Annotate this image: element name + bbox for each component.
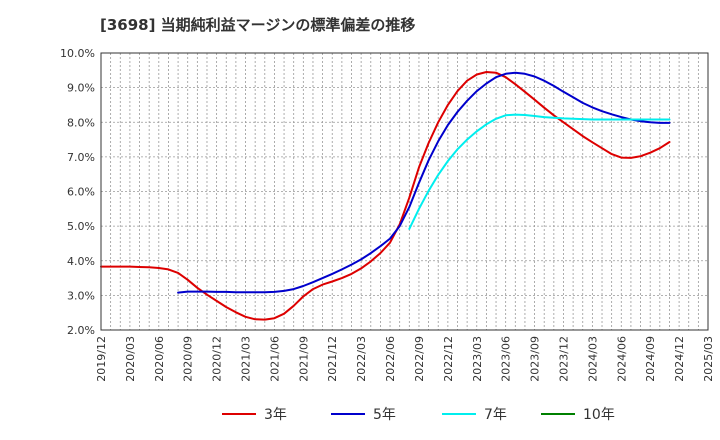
- legend-label-0: 3年: [264, 407, 287, 423]
- legend-label-2: 7年: [484, 407, 507, 423]
- x-tick-label: 2024/06: [615, 336, 628, 382]
- y-tick-label: 2.0%: [67, 324, 95, 337]
- legend: 3年 5年 7年 10年: [222, 407, 615, 423]
- y-tick-label: 6.0%: [67, 186, 95, 199]
- x-tick-label: 2025/03: [702, 336, 715, 382]
- y-tick-label: 8.0%: [67, 116, 95, 129]
- x-tick-label: 2020/12: [211, 336, 224, 382]
- y-tick-label: 9.0%: [67, 82, 95, 95]
- y-tick-label: 10.0%: [60, 47, 95, 60]
- plot-background: [101, 53, 708, 330]
- x-tick-label: 2022/03: [355, 336, 368, 382]
- x-tick-label: 2023/03: [471, 336, 484, 382]
- x-tick-label: 2022/12: [442, 336, 455, 382]
- y-tick-label: 4.0%: [67, 255, 95, 268]
- x-tick-label: 2024/03: [586, 336, 599, 382]
- x-tick-label: 2021/12: [326, 336, 339, 382]
- x-tick-label: 2023/12: [557, 336, 570, 382]
- x-tick-label: 2021/06: [268, 336, 281, 382]
- y-tick-label: 5.0%: [67, 220, 95, 233]
- series-line-2: [408, 113, 671, 230]
- series-line-1: [177, 71, 671, 294]
- legend-label-3: 10年: [583, 407, 615, 423]
- x-tick-label: 2024/12: [673, 336, 686, 382]
- x-tick-label: 2023/06: [500, 336, 513, 382]
- x-tick-label: 2021/09: [297, 336, 310, 382]
- x-tick-label: 2019/12: [95, 336, 108, 382]
- x-tick-label: 2023/09: [529, 336, 542, 382]
- x-tick-label: 2020/09: [182, 336, 195, 382]
- legend-label-1: 5年: [373, 407, 396, 423]
- x-tick-label: 2021/03: [240, 336, 253, 382]
- chart-title: [3698] 当期純利益マージンの標準偏差の推移: [100, 16, 416, 34]
- y-tick-label: 3.0%: [67, 289, 95, 302]
- x-axis: 2019/12 2020/03 2020/06 2020/09 2020/12 2021/…: [95, 336, 715, 382]
- y-axis: 2.0% 3.0% 4.0% 5.0% 6.0% 7.0% 8.0% 9.0% 10.0%: [60, 47, 95, 337]
- plot-frame: [100, 52, 709, 331]
- x-tick-label: 2020/03: [124, 336, 137, 382]
- x-tick-label: 2020/06: [153, 336, 166, 382]
- x-tick-label: 2022/06: [384, 336, 397, 382]
- x-tick-label: 2022/09: [413, 336, 426, 382]
- series-line-0: [100, 71, 671, 321]
- y-tick-label: 7.0%: [67, 151, 95, 164]
- grid: [101, 53, 708, 330]
- x-tick-label: 2024/09: [644, 336, 657, 382]
- series-lines: [100, 71, 671, 321]
